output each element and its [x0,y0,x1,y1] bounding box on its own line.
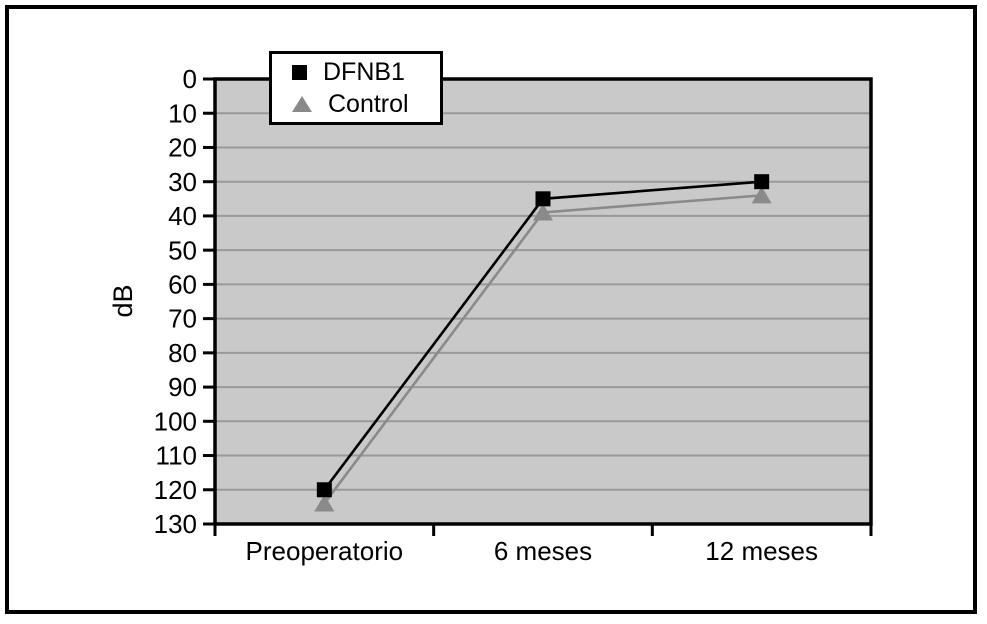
legend-label-dfnb1: DFNB1 [323,57,405,86]
x-tick-label: Preoperatorio [246,536,404,566]
legend-item-dfnb1: DFNB1 [292,58,440,87]
y-tick-label: 120 [154,475,197,505]
y-tick-label: 20 [168,133,197,163]
y-tick-label: 50 [168,235,197,265]
data-point-control [314,494,335,512]
data-point-control [751,186,772,204]
y-tick-label: 70 [168,304,197,334]
x-tick-label: 6 meses [494,536,592,566]
triangle-marker-icon [292,96,312,112]
x-tick-label: 12 meses [705,536,818,566]
y-tick-label: 30 [168,167,197,197]
legend: DFNB1 Control [269,51,443,125]
data-point-dfnb1 [316,482,332,498]
data-point-control [533,203,553,221]
legend-item-control: Control [292,90,440,119]
square-marker-icon [292,64,307,80]
y-tick-label: 100 [154,406,197,436]
y-tick-label: 90 [168,372,197,402]
y-tick-label: 80 [168,338,197,368]
y-axis-title: dB [107,284,138,318]
y-tick-label: 60 [168,269,197,299]
y-tick-label: 40 [168,201,197,231]
y-tick-label: 110 [156,441,197,471]
legend-label-control: Control [328,89,409,118]
y-tick-label: 0 [183,64,197,94]
plot-frame [213,77,873,526]
y-tick-label: 130 [154,509,197,539]
data-point-dfnb1 [754,174,770,190]
data-point-dfnb1 [535,191,551,207]
plot-area [215,79,871,524]
y-tick-label: 10 [168,98,197,128]
